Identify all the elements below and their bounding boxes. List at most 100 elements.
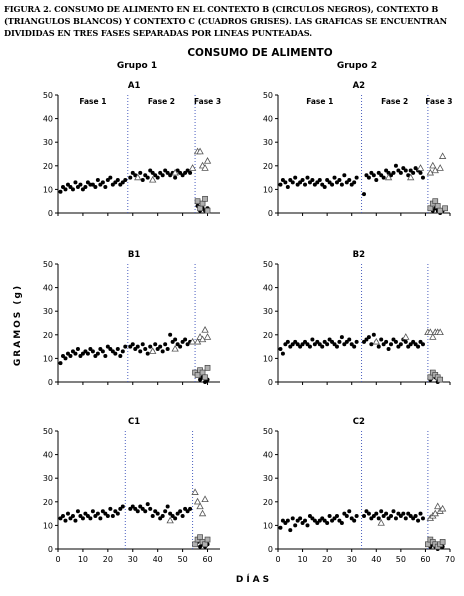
point-circle: [327, 513, 332, 518]
y-tick-label: 10: [263, 185, 273, 194]
point-circle: [418, 170, 423, 175]
point-circle: [379, 337, 384, 342]
x-tick-label: 10: [297, 555, 307, 564]
point-circle: [278, 346, 283, 351]
y-axis-label: GRAMOS (g): [13, 284, 23, 366]
point-circle: [344, 513, 349, 518]
panel-a1: 0 10 20 30 40 50 A1 Fase 1 Fase 2 Fase 3: [43, 81, 221, 218]
panel-title: C2: [353, 417, 365, 427]
x-tick-label: 10: [78, 555, 88, 564]
point-circle: [98, 516, 103, 521]
point-square: [194, 198, 201, 205]
point-circle: [170, 339, 175, 344]
point-circle: [413, 513, 418, 518]
point-circle: [278, 182, 283, 187]
point-circle: [168, 332, 173, 337]
x-tick-label: 40: [153, 555, 163, 564]
point-circle: [128, 344, 133, 349]
point-circle: [180, 339, 185, 344]
point-circle: [278, 525, 283, 530]
point-circle: [183, 337, 188, 342]
point-circle: [98, 182, 103, 187]
point-circle: [155, 511, 160, 516]
point-circle: [188, 170, 193, 175]
point-circle: [374, 177, 379, 182]
point-circle: [130, 342, 135, 347]
point-circle: [68, 354, 73, 359]
point-circle: [105, 177, 110, 182]
point-circle: [342, 173, 347, 178]
point-circle: [347, 177, 352, 182]
point-circle: [113, 509, 118, 514]
point-triangle: [438, 504, 447, 512]
figure-title: CONSUMO DE ALIMENTO: [187, 47, 332, 59]
panel-title: B1: [128, 250, 140, 260]
panel-title: C1: [128, 417, 140, 427]
point-circle: [143, 346, 148, 351]
panel-b2: 0 10 20 30 40 50 B2: [263, 250, 451, 387]
point-circle: [78, 354, 83, 359]
point-circle: [103, 185, 108, 190]
y-tick-label: 10: [263, 521, 273, 530]
point-circle: [352, 518, 357, 523]
point-circle: [103, 511, 108, 516]
point-circle: [411, 170, 416, 175]
figure-caption: FIGURA 2. CONSUMO DE ALIMENTO EN EL CONT…: [4, 4, 448, 38]
point-circle: [418, 511, 423, 516]
point-circle: [148, 344, 153, 349]
y-tick-label: 10: [263, 354, 273, 363]
point-square: [437, 207, 444, 214]
point-square: [425, 541, 431, 548]
point-circle: [322, 185, 327, 190]
point-circle: [339, 521, 344, 526]
point-circle: [93, 185, 98, 190]
x-tick-label: 0: [275, 555, 280, 564]
point-circle: [374, 511, 379, 516]
point-triangle: [438, 152, 447, 159]
y-tick-label: 50: [263, 260, 273, 269]
point-circle: [130, 504, 135, 509]
point-triangle: [203, 333, 212, 340]
point-circle: [120, 349, 125, 354]
point-triangle: [426, 328, 435, 336]
point-circle: [366, 511, 371, 516]
point-circle: [115, 511, 120, 516]
point-triangle: [149, 347, 157, 354]
point-circle: [393, 339, 398, 344]
point-circle: [173, 337, 178, 342]
point-circle: [63, 518, 68, 523]
point-circle: [160, 513, 165, 518]
point-circle: [293, 175, 298, 180]
phase-label: Fase 2: [381, 97, 408, 106]
point-circle: [153, 509, 158, 514]
point-circle: [110, 182, 115, 187]
point-triangle: [377, 519, 385, 526]
point-circle: [168, 511, 173, 516]
point-triangle: [402, 333, 410, 340]
point-circle: [168, 173, 173, 178]
point-circle: [140, 506, 145, 511]
point-triangle: [416, 164, 425, 171]
point-circle: [170, 513, 175, 518]
point-square: [434, 203, 441, 209]
point-circle: [135, 344, 140, 349]
point-triangle: [431, 166, 439, 174]
y-tick-label: 10: [43, 521, 53, 530]
point-circle: [337, 177, 342, 182]
point-circle: [403, 516, 408, 521]
point-circle: [310, 177, 315, 182]
point-circle: [178, 344, 183, 349]
point-circle: [391, 170, 396, 175]
point-circle: [145, 502, 150, 507]
point-square: [432, 198, 439, 205]
x-tick-label: 20: [322, 555, 332, 564]
point-circle: [160, 349, 165, 354]
point-circle: [58, 361, 63, 366]
y-tick-label: 50: [43, 260, 53, 269]
point-circle: [389, 342, 394, 347]
point-circle: [389, 513, 394, 518]
point-circle: [337, 339, 342, 344]
x-tick-label: 0: [55, 555, 60, 564]
point-circle: [123, 344, 128, 349]
point-circle: [401, 511, 406, 516]
